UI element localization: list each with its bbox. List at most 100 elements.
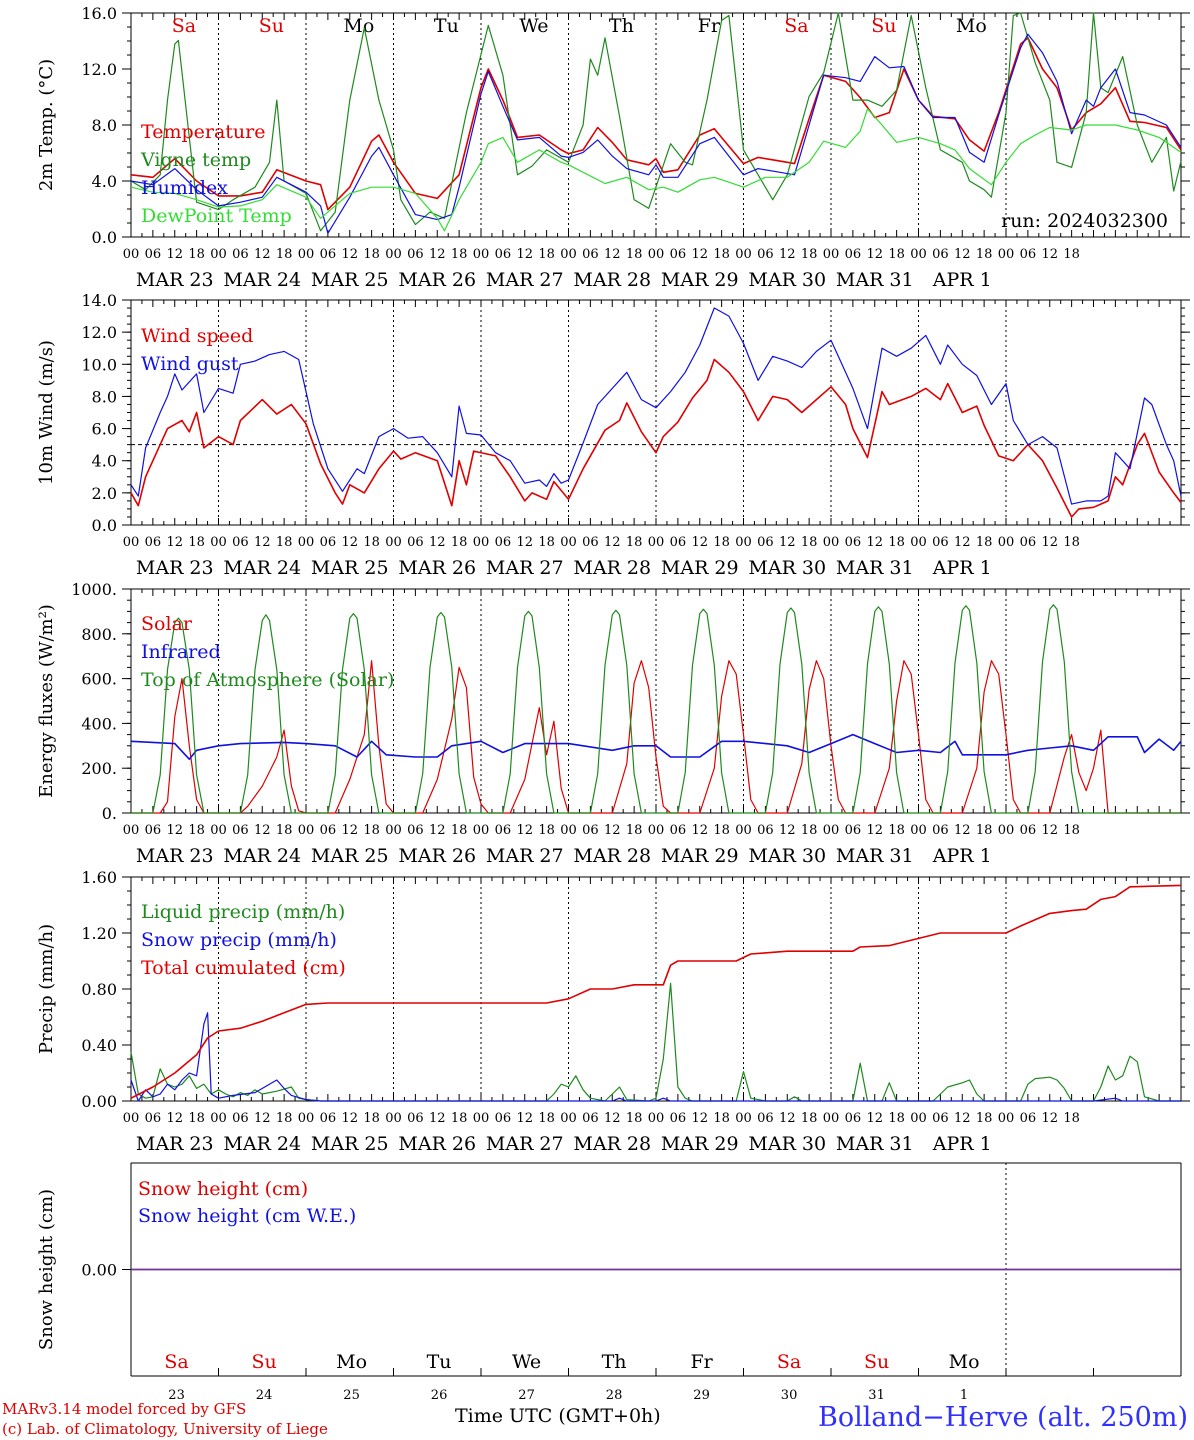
hour-tick-label: 00 [123,823,140,838]
hour-tick-label: 06 [320,247,337,262]
date-label: MAR 30 [748,1133,826,1155]
hour-tick-label: 06 [670,247,687,262]
y-tick-label: 200. [81,759,117,778]
hour-tick-label: 12 [254,1111,271,1126]
day-of-week-label: Mo [343,15,374,37]
hour-tick-label: 06 [670,1111,687,1126]
hour-tick-label: 12 [866,823,883,838]
hour-tick-label: 12 [691,535,708,550]
hour-tick-label: 18 [801,823,818,838]
hour-tick-label: 06 [232,823,249,838]
hour-tick-label: 06 [845,1111,862,1126]
hour-tick-label: 06 [757,247,774,262]
day-of-week-label: Sa [164,1351,188,1373]
hour-tick-label: 12 [604,1111,621,1126]
hour-tick-label: 12 [779,823,796,838]
hour-tick-label: 06 [495,823,512,838]
date-label: MAR 25 [311,269,389,291]
hour-tick-label: 12 [166,823,183,838]
hour-tick-label: 00 [823,535,840,550]
date-label: MAR 23 [136,269,214,291]
legend-entry: Snow precip (mm/h) [141,929,337,951]
hour-tick-label: 06 [845,535,862,550]
day-number-label: 1 [960,1388,968,1403]
hour-tick-label: 12 [516,1111,533,1126]
hour-tick-label: 06 [145,1111,162,1126]
series-line [130,33,1182,234]
hour-tick-label: 12 [429,1111,446,1126]
hour-tick-label: 06 [1020,247,1037,262]
hour-tick-label: 18 [888,1111,905,1126]
hour-tick-label: 12 [954,535,971,550]
hour-tick-label: 00 [473,247,490,262]
hour-tick-label: 00 [823,1111,840,1126]
hour-tick-label: 06 [582,247,599,262]
y-tick-label: 0.80 [81,980,117,999]
hour-tick-label: 00 [298,535,315,550]
hour-tick-label: 06 [670,823,687,838]
hour-tick-label: 12 [604,535,621,550]
date-label: APR 1 [932,1133,992,1155]
date-label: MAR 29 [661,1133,739,1155]
hour-tick-label: 18 [451,247,468,262]
hour-tick-label: 00 [385,823,402,838]
hour-tick-label: 18 [1063,247,1080,262]
date-label: MAR 29 [661,557,739,579]
hour-tick-label: 12 [341,1111,358,1126]
day-of-week-label: We [519,15,548,37]
hour-tick-label: 00 [123,247,140,262]
date-label: MAR 28 [573,1133,651,1155]
hour-tick-label: 06 [407,823,424,838]
y-tick-label: 0. [102,804,117,823]
hour-tick-label: 18 [976,823,993,838]
hour-tick-label: 12 [516,247,533,262]
date-label: MAR 28 [573,845,651,867]
hour-tick-label: 06 [757,535,774,550]
y-tick-label: 600. [81,670,117,689]
run-label: run: 2024032300 [1001,210,1168,232]
y-tick-label: 0.0 [92,516,117,535]
legend-entry: Liquid precip (mm/h) [141,901,345,923]
series-line [130,733,1182,760]
hour-tick-label: 12 [1041,535,1058,550]
hour-tick-label: 12 [341,247,358,262]
date-label: APR 1 [932,269,992,291]
hour-tick-label: 06 [320,823,337,838]
date-label: MAR 28 [573,269,651,291]
date-label: MAR 31 [836,557,914,579]
day-number-label: 23 [168,1388,185,1403]
day-of-week-label: Mo [336,1351,367,1373]
hour-tick-label: 18 [1063,1111,1080,1126]
hour-tick-label: 06 [145,823,162,838]
hour-tick-label: 00 [385,535,402,550]
date-label: APR 1 [932,845,992,867]
hour-tick-label: 06 [407,1111,424,1126]
hour-tick-label: 00 [123,535,140,550]
day-of-week-label: Th [602,1351,627,1373]
hour-tick-label: 06 [932,1111,949,1126]
y-tick-label: 0.00 [81,1261,117,1280]
day-of-week-label: Sa [777,1351,801,1373]
legend-entry: DewPoint Temp [141,205,292,227]
hour-tick-label: 12 [341,535,358,550]
day-number-label: 27 [518,1388,535,1403]
hour-tick-label: 00 [998,1111,1015,1126]
y-axis-label: 2m Temp. (°C) [36,59,57,191]
hour-tick-label: 18 [976,535,993,550]
hour-tick-label: 00 [910,823,927,838]
date-label: APR 1 [932,557,992,579]
hour-tick-label: 12 [166,1111,183,1126]
hour-tick-label: 18 [713,535,730,550]
hour-tick-label: 18 [363,1111,380,1126]
hour-tick-label: 12 [429,535,446,550]
hour-tick-label: 12 [429,247,446,262]
day-of-week-label: Sa [784,15,808,37]
day-number-label: 24 [256,1388,273,1403]
legend-entry: Humidex [141,177,228,199]
hour-tick-label: 00 [648,823,665,838]
hour-tick-label: 00 [910,535,927,550]
y-tick-label: 16.0 [81,4,117,23]
date-label: MAR 26 [398,845,476,867]
day-number-label: 31 [868,1388,885,1403]
hour-tick-label: 06 [1020,535,1037,550]
